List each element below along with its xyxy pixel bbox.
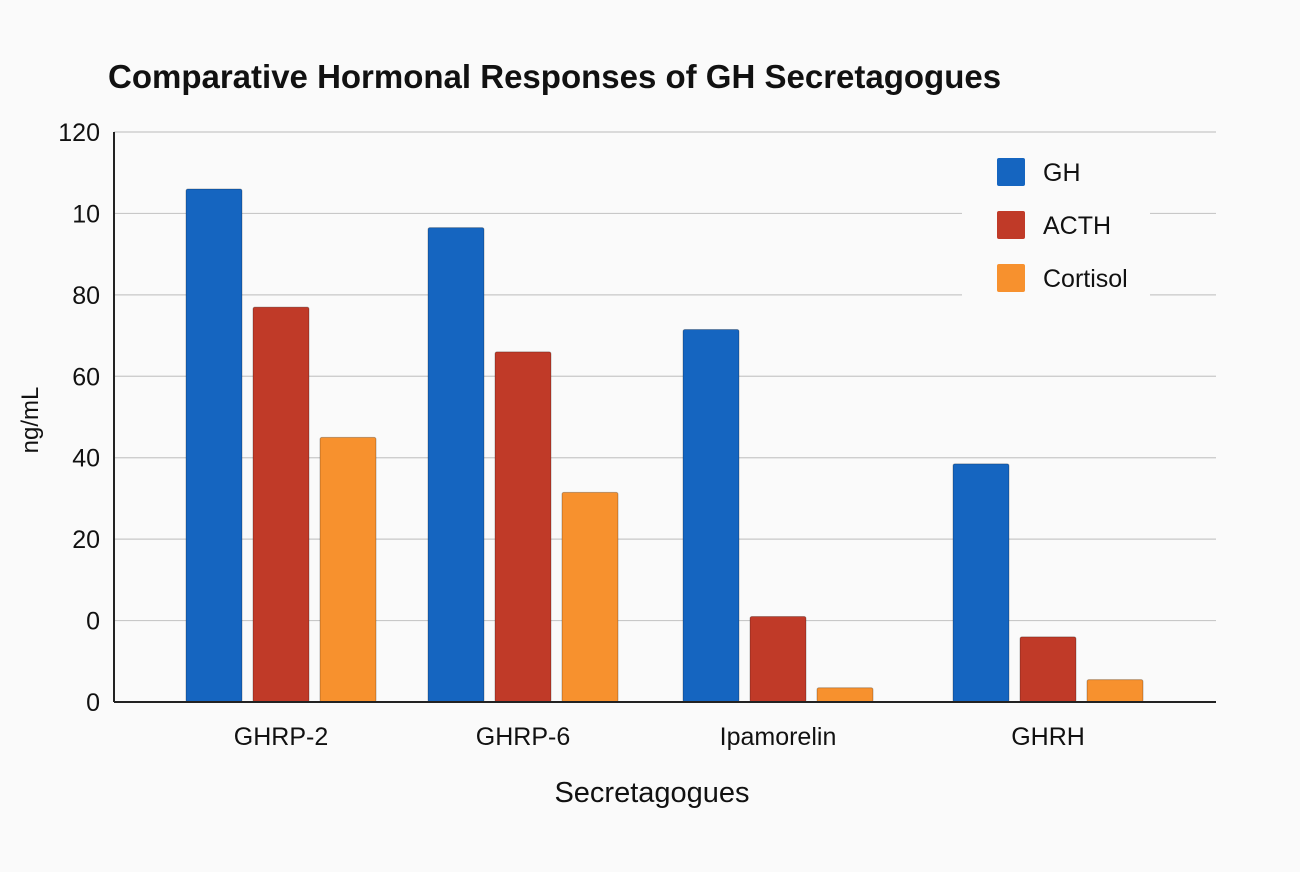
legend-label: ACTH [1043, 212, 1111, 240]
y-tick-label: 120 [58, 119, 100, 147]
bar-acth-ghrh [1019, 636, 1077, 703]
x-tick-label: GHRP-2 [234, 723, 328, 751]
x-tick-label: Ipamorelin [720, 723, 837, 751]
bar-gh-ghrp-6 [427, 227, 485, 703]
legend-label: GH [1043, 159, 1081, 187]
y-tick-label: 0 [86, 608, 100, 636]
y-axis-label: ng/mL [17, 387, 44, 454]
bar-cortisol-ghrh [1086, 679, 1144, 703]
x-axis-label: Secretagogues [554, 777, 749, 809]
bar-acth-ghrp-6 [494, 351, 552, 703]
legend-label: Cortisol [1043, 265, 1128, 293]
legend: GH ACTH Cortisol [962, 142, 1150, 298]
bar-acth-ghrp-2 [252, 306, 310, 703]
y-tick-label: 80 [72, 282, 100, 310]
bar-cortisol-ipamorelin [816, 687, 874, 703]
legend-swatch-gh [997, 158, 1025, 186]
bar-gh-ghrp-2 [185, 188, 243, 703]
bar-cortisol-ghrp-6 [561, 491, 619, 703]
bar-gh-ipamorelin [682, 328, 740, 703]
x-tick-label: GHRP-6 [476, 723, 570, 751]
x-tick-label: GHRH [1011, 723, 1085, 751]
legend-swatch-acth [997, 211, 1025, 239]
bar-cortisol-ghrp-2 [319, 436, 377, 703]
bar-gh-ghrh [952, 463, 1010, 703]
y-tick-label: 0 [86, 689, 100, 717]
legend-box [962, 142, 1150, 298]
y-tick-label: 20 [72, 526, 100, 554]
legend-swatch-cortisol [997, 264, 1025, 292]
y-tick-label: 40 [72, 445, 100, 473]
y-tick-label: 60 [72, 363, 100, 391]
chart-title: Comparative Hormonal Responses of GH Sec… [108, 58, 1001, 95]
bar-acth-ipamorelin [749, 616, 807, 703]
y-tick-label: 10 [72, 200, 100, 228]
